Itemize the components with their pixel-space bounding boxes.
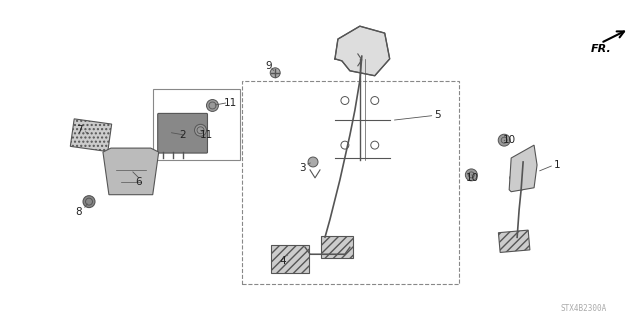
Circle shape (195, 124, 207, 136)
Polygon shape (271, 245, 309, 273)
Circle shape (308, 157, 318, 167)
Text: 11: 11 (224, 98, 237, 108)
Circle shape (498, 134, 510, 146)
Text: 10: 10 (502, 135, 516, 145)
Text: 3: 3 (299, 163, 305, 173)
Text: STX4B2300A: STX4B2300A (561, 304, 607, 313)
Circle shape (207, 100, 218, 111)
Text: 10: 10 (466, 173, 479, 183)
Text: 9: 9 (265, 61, 271, 71)
Text: 1: 1 (554, 160, 560, 170)
Polygon shape (103, 148, 159, 195)
Circle shape (270, 68, 280, 78)
Polygon shape (509, 145, 537, 192)
Bar (243, 81, 460, 284)
Polygon shape (499, 230, 530, 252)
Polygon shape (321, 236, 353, 258)
Text: 2: 2 (179, 130, 186, 140)
Text: 7: 7 (76, 125, 83, 135)
Text: 8: 8 (76, 206, 83, 217)
Polygon shape (335, 26, 390, 76)
Text: FR.: FR. (591, 44, 611, 54)
Text: 6: 6 (136, 177, 142, 187)
Text: 5: 5 (434, 110, 441, 120)
Text: 4: 4 (280, 256, 287, 266)
FancyBboxPatch shape (157, 113, 207, 153)
Bar (153, 89, 241, 160)
Text: 11: 11 (200, 130, 213, 140)
Circle shape (83, 196, 95, 208)
Circle shape (465, 169, 477, 181)
Polygon shape (70, 119, 111, 152)
